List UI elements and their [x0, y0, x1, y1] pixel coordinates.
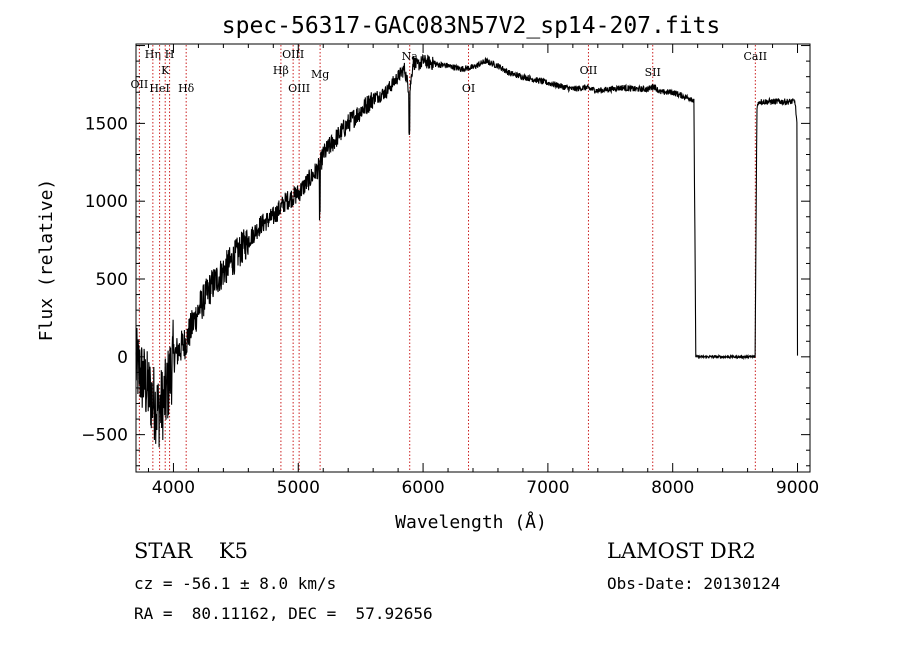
y-tick-label: 500 [96, 270, 128, 290]
line-label: K [161, 64, 170, 77]
line-label: OIII [288, 82, 310, 95]
line-label: H [165, 48, 175, 61]
x-axis-label: Wavelength (Å) [395, 511, 547, 533]
line-label: OII [131, 78, 149, 91]
y-tick-label: 1500 [85, 114, 128, 134]
y-tick-label: 0 [117, 348, 128, 368]
x-tick-label: 6000 [401, 478, 444, 498]
y-tick-label: −500 [81, 426, 128, 446]
y-axis-label: Flux (relative) [36, 179, 57, 342]
line-label: OII [580, 64, 598, 77]
line-label: Mg [311, 68, 329, 81]
x-tick-label: 7000 [526, 478, 569, 498]
line-label: OIII [282, 48, 304, 61]
line-label: OI [462, 82, 475, 95]
line-label: Hδ [178, 82, 195, 95]
x-tick-label: 9000 [776, 478, 819, 498]
survey-name: LAMOST DR2 [607, 539, 756, 563]
line-label: SII [645, 66, 661, 79]
spectrum-series [135, 53, 799, 448]
x-tick-label: 8000 [651, 478, 694, 498]
line-label: CaII [743, 50, 767, 63]
x-tick-label: 5000 [277, 478, 320, 498]
chart-title: spec-56317-GAC083N57V2_sp14-207.fits [222, 13, 721, 39]
observation-date: Obs-Date: 20130124 [607, 574, 781, 593]
x-tick-label: 4000 [152, 478, 195, 498]
plot-frame [135, 43, 811, 473]
spectrum-line [135, 53, 799, 448]
line-label: Hβ [273, 64, 289, 77]
line-label: Hη [145, 48, 161, 61]
axis-ticks: 4000 5000 6000 7000 8000 9000 −500 0 500 1000 1500 [81, 44, 819, 498]
redshift-cz: cz = -56.1 ± 8.0 km/s [134, 574, 337, 593]
line-label: HeI [149, 82, 169, 95]
ra-dec: RA = 80.11162, DEC = 57.92656 [134, 604, 433, 623]
y-tick-label: 1000 [85, 192, 128, 212]
object-class: STAR K5 [134, 539, 248, 563]
